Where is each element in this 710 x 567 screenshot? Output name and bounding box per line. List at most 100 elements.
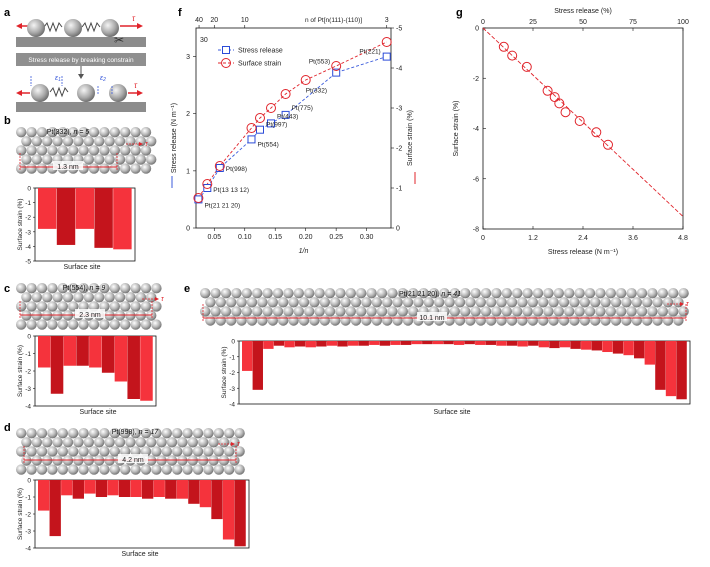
atom bbox=[68, 446, 79, 457]
atom bbox=[218, 437, 230, 448]
ytick-label: -3 bbox=[25, 529, 31, 536]
top-axis-title: n of Pt[n(111)-(110)] bbox=[305, 17, 362, 24]
atom bbox=[83, 437, 95, 448]
atom bbox=[496, 297, 507, 308]
bar bbox=[432, 341, 444, 345]
legend-circle bbox=[221, 58, 231, 68]
atom bbox=[57, 319, 68, 330]
atom bbox=[57, 301, 68, 312]
atom bbox=[146, 437, 157, 448]
atom bbox=[109, 428, 121, 439]
bar bbox=[49, 480, 61, 537]
xtick-label: 1.2 bbox=[528, 235, 538, 242]
plot-frame bbox=[482, 27, 684, 230]
atom bbox=[109, 319, 121, 330]
atom bbox=[267, 315, 278, 326]
atom bbox=[460, 288, 471, 299]
atom bbox=[36, 428, 48, 439]
stress-point bbox=[256, 125, 264, 134]
atom bbox=[470, 288, 481, 299]
atom bbox=[224, 446, 235, 457]
schematic-stress-release: ✂ τ Stress release by breaking constrain… bbox=[16, 14, 146, 112]
bar bbox=[316, 341, 327, 347]
atom bbox=[78, 319, 89, 330]
atom bbox=[449, 288, 460, 299]
atom bbox=[215, 297, 226, 308]
bar bbox=[337, 341, 348, 347]
strain-point bbox=[214, 161, 225, 171]
atom bbox=[109, 163, 121, 174]
atom bbox=[213, 428, 224, 439]
ytick-left-label: 3 bbox=[186, 54, 190, 61]
atom bbox=[78, 301, 89, 312]
panel-letter-e: e bbox=[184, 283, 190, 295]
bar bbox=[602, 341, 613, 353]
atom bbox=[600, 297, 611, 308]
y-axis-label: Surface strain (%) bbox=[17, 345, 24, 397]
atom bbox=[361, 315, 372, 326]
atom bbox=[47, 464, 58, 475]
data-point bbox=[498, 41, 509, 52]
atom bbox=[590, 297, 601, 308]
atom bbox=[21, 292, 32, 303]
atom bbox=[246, 315, 258, 326]
atom bbox=[673, 297, 684, 308]
point-label: Pt(554) bbox=[257, 141, 278, 148]
ytick-label: -4 bbox=[25, 244, 31, 251]
atom bbox=[288, 297, 299, 308]
atom bbox=[21, 437, 32, 448]
bar bbox=[506, 341, 518, 346]
atom bbox=[532, 306, 544, 317]
atom bbox=[88, 145, 100, 156]
atom bbox=[192, 428, 204, 439]
ytick-label: -4 bbox=[473, 126, 479, 133]
xtick-label: 0.25 bbox=[329, 234, 343, 241]
bar bbox=[127, 336, 140, 399]
bar bbox=[107, 480, 119, 496]
atom bbox=[376, 288, 388, 299]
atom bbox=[501, 306, 512, 317]
atom bbox=[57, 446, 68, 457]
atom bbox=[135, 154, 146, 165]
bar bbox=[369, 341, 380, 345]
bar bbox=[89, 336, 102, 368]
atom bbox=[125, 136, 136, 147]
atom bbox=[668, 288, 679, 299]
point-label: Pt(21 21 20) bbox=[204, 202, 240, 209]
panel-title: Pt(21 21 20), n = 41 bbox=[399, 291, 461, 298]
atom bbox=[140, 319, 152, 330]
atom bbox=[31, 292, 42, 303]
atom bbox=[140, 446, 152, 457]
top-tick-label: 100 bbox=[677, 19, 689, 26]
atom bbox=[140, 163, 152, 174]
y-axis-label: Surface strain (%) bbox=[17, 198, 24, 250]
tau-label: τ bbox=[161, 296, 164, 303]
atom bbox=[47, 127, 58, 138]
point-label: Pt(998) bbox=[226, 166, 247, 173]
atom bbox=[114, 154, 126, 165]
bar bbox=[665, 341, 677, 397]
bar bbox=[75, 188, 95, 229]
panel-b: Pt(332), n = 5 1.3 nm τ 0 -1 -2 -3 -4 -5 Surface … bbox=[16, 127, 157, 271]
atom bbox=[88, 446, 100, 457]
atom bbox=[470, 306, 481, 317]
atom bbox=[151, 319, 162, 330]
ytick-label: -4 bbox=[25, 404, 31, 411]
atom bbox=[610, 315, 622, 326]
atom bbox=[304, 306, 315, 317]
atom bbox=[226, 315, 237, 326]
atom bbox=[172, 428, 183, 439]
atom bbox=[454, 297, 466, 308]
plot-frame bbox=[195, 27, 392, 229]
atom bbox=[345, 306, 356, 317]
atom bbox=[631, 315, 642, 326]
top-axis-title: Stress release (%) bbox=[554, 8, 612, 15]
tau-label: τ bbox=[237, 441, 240, 448]
bar bbox=[549, 341, 560, 349]
atom bbox=[192, 464, 204, 475]
bar bbox=[234, 480, 246, 547]
atom bbox=[330, 297, 341, 308]
ytick-right-label: -4 bbox=[396, 66, 402, 73]
top-tick-label: 0 bbox=[481, 19, 485, 26]
